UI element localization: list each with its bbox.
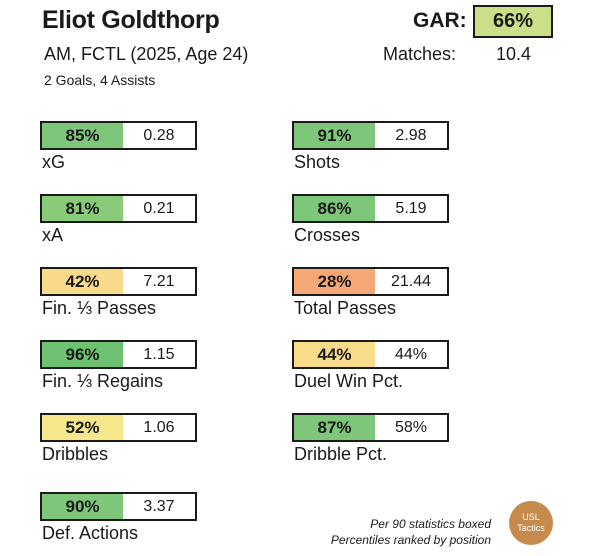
value-box: 0.21: [123, 194, 197, 223]
stat-total-passes: 28% 21.44 Total Passes: [292, 267, 452, 327]
footer-note-line2: Percentiles ranked by position: [330, 533, 491, 547]
stat-shots: 91% 2.98 Shots: [292, 121, 452, 181]
percentile-box: 91%: [292, 121, 377, 150]
stat-label: Def. Actions: [42, 523, 139, 543]
percentile-box: 44%: [292, 340, 377, 369]
percentile-box: 96%: [40, 340, 125, 369]
stat-label: Fin. ⅓ Regains: [42, 371, 164, 391]
percentile-box: 28%: [292, 267, 377, 296]
stat-dribble-pct: 87% 58% Dribble Pct.: [292, 413, 452, 473]
stat-label: xA: [42, 225, 64, 245]
footer-note: Per 90 statistics boxed Percentiles rank…: [331, 516, 491, 548]
stat-duel-win-pct: 44% 44% Duel Win Pct.: [292, 340, 452, 400]
value-box: 1.06: [123, 413, 197, 442]
percentile-box: 42%: [40, 267, 125, 296]
value-box: 0.28: [123, 121, 197, 150]
percentile-box: 90%: [40, 492, 125, 521]
value-box: 7.21: [123, 267, 197, 296]
usl-tactics-logo: USL Tactics: [509, 501, 553, 545]
stat-label: Duel Win Pct.: [294, 371, 404, 391]
stat-label: Fin. ⅓ Passes: [42, 298, 157, 318]
value-box: 44%: [375, 340, 449, 369]
stat-crosses: 86% 5.19 Crosses: [292, 194, 452, 254]
value-box: 1.15: [123, 340, 197, 369]
stat-label: Dribbles: [42, 444, 109, 464]
stat-final-third-passes: 42% 7.21 Fin. ⅓ Passes: [40, 267, 200, 327]
percentile-box: 85%: [40, 121, 125, 150]
value-box: 3.37: [123, 492, 197, 521]
stat-label: Total Passes: [294, 298, 397, 318]
goals-assists: 2 Goals, 4 Assists: [44, 72, 156, 88]
value-box: 5.19: [375, 194, 449, 223]
player-name: Eliot Goldthorp: [42, 6, 220, 34]
stat-xa: 81% 0.21 xA: [40, 194, 200, 254]
stat-label: Crosses: [294, 225, 361, 245]
value-box: 21.44: [375, 267, 449, 296]
logo-line1: USL: [522, 512, 540, 522]
logo-line2: Tactics: [517, 523, 545, 533]
gar-value-box: 66%: [473, 5, 553, 38]
stat-dribbles: 52% 1.06 Dribbles: [40, 413, 200, 473]
stat-label: Dribble Pct.: [294, 444, 388, 464]
stat-def-actions: 90% 3.37 Def. Actions: [40, 492, 200, 552]
stat-label: xG: [42, 152, 66, 172]
value-box: 58%: [375, 413, 449, 442]
percentile-box: 86%: [292, 194, 377, 223]
matches-value: 10.4: [496, 44, 532, 64]
percentile-box: 52%: [40, 413, 125, 442]
stat-label: Shots: [294, 152, 341, 172]
stat-final-third-regains: 96% 1.15 Fin. ⅓ Regains: [40, 340, 200, 400]
player-subtitle: AM, FCTL (2025, Age 24): [44, 44, 249, 64]
value-box: 2.98: [375, 121, 449, 150]
percentile-box: 81%: [40, 194, 125, 223]
percentile-box: 87%: [292, 413, 377, 442]
footer-note-line1: Per 90 statistics boxed: [370, 517, 491, 531]
gar-label: GAR:: [413, 9, 467, 32]
stat-xg: 85% 0.28 xG: [40, 121, 200, 181]
matches-label: Matches:: [383, 44, 457, 64]
